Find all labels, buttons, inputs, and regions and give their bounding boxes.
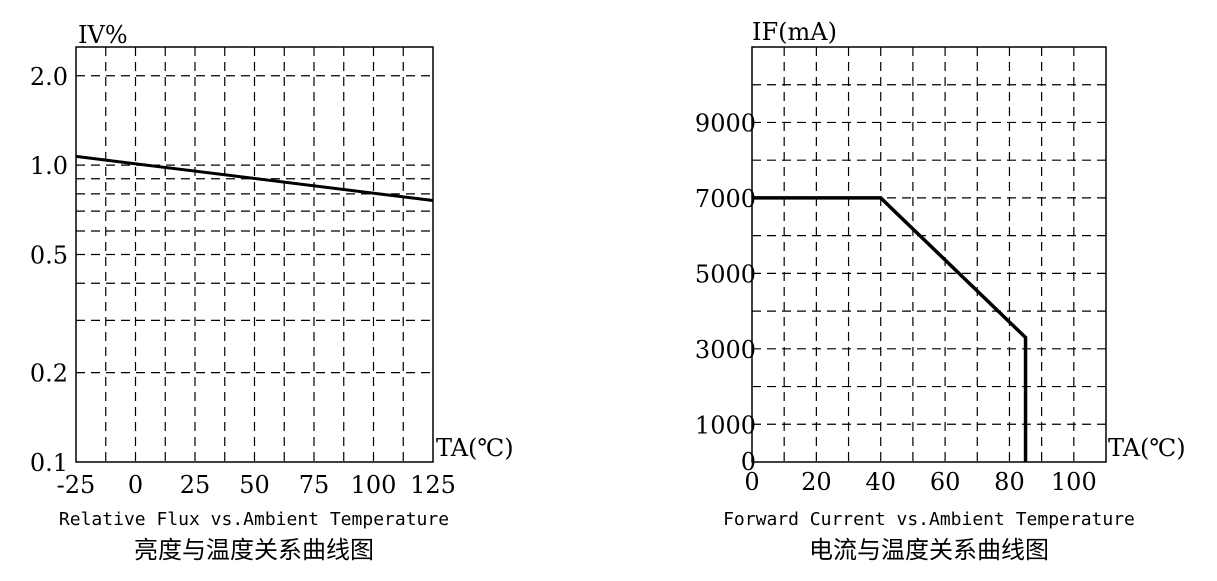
series-line: [75, 154, 434, 203]
y-tick-label: 0.5: [30, 242, 68, 270]
x-tick-label: 100: [1051, 468, 1097, 496]
y-tick-label: 1.0: [30, 152, 68, 180]
y-tick-label: 7000: [695, 185, 756, 213]
relative-flux-chart: 2.0 1.0 0.5 0.2 0.1 -25 0 25 50 75 100 125 IV% TA(…: [30, 21, 514, 564]
y-tick-label: 5000: [695, 260, 756, 288]
grid: [752, 47, 1106, 462]
y-tick-label: 3000: [695, 336, 756, 364]
y-axis-title: IV%: [78, 21, 128, 49]
y-tick-label: 9000: [695, 109, 756, 137]
x-tick-label: 50: [239, 471, 270, 499]
grid: [76, 47, 433, 462]
x-tick-label: 125: [410, 471, 456, 499]
y-tick-label: 0.1: [30, 449, 68, 477]
y-tick-label: 1000: [695, 411, 756, 439]
y-tick-label: 0: [741, 448, 756, 476]
caption-english: Relative Flux vs.Ambient Temperature: [59, 509, 449, 530]
series-line: [752, 196, 1028, 462]
x-tick-label: 75: [299, 471, 330, 499]
x-axis-title: TA(℃): [1108, 434, 1186, 462]
caption-chinese: 电流与温度关系曲线图: [809, 536, 1049, 564]
y-axis-title: IF(mA): [752, 18, 837, 46]
x-tick-label: -25: [57, 471, 96, 499]
caption-english: Forward Current vs.Ambient Temperature: [723, 509, 1135, 530]
x-tick-label: 0: [744, 468, 759, 496]
x-tick-label: 100: [351, 471, 397, 499]
x-axis-title: TA(℃): [436, 434, 514, 462]
x-tick-label: 80: [994, 468, 1025, 496]
y-tick-label: 0.2: [30, 360, 68, 388]
plot-frame: [75, 46, 434, 463]
forward-current-chart: 9000 7000 5000 3000 1000 0 0 20 40 60 80 100 IF(mA…: [695, 18, 1186, 564]
plot-frame: [751, 46, 1107, 463]
x-tick-label: 0: [128, 471, 143, 499]
caption-chinese: 亮度与温度关系曲线图: [134, 536, 374, 564]
x-tick-label: 20: [801, 468, 832, 496]
y-tick-label: 2.0: [30, 63, 68, 91]
y-tick-labels: 9000 7000 5000 3000 1000 0: [695, 109, 756, 476]
x-tick-label: 40: [865, 468, 896, 496]
x-tick-labels: -25 0 25 50 75 100 125: [57, 471, 456, 499]
y-tick-labels: 2.0 1.0 0.5 0.2 0.1: [30, 63, 68, 477]
x-tick-label: 60: [930, 468, 961, 496]
x-tick-label: 25: [180, 471, 211, 499]
x-tick-labels: 0 20 40 60 80 100: [744, 468, 1096, 496]
